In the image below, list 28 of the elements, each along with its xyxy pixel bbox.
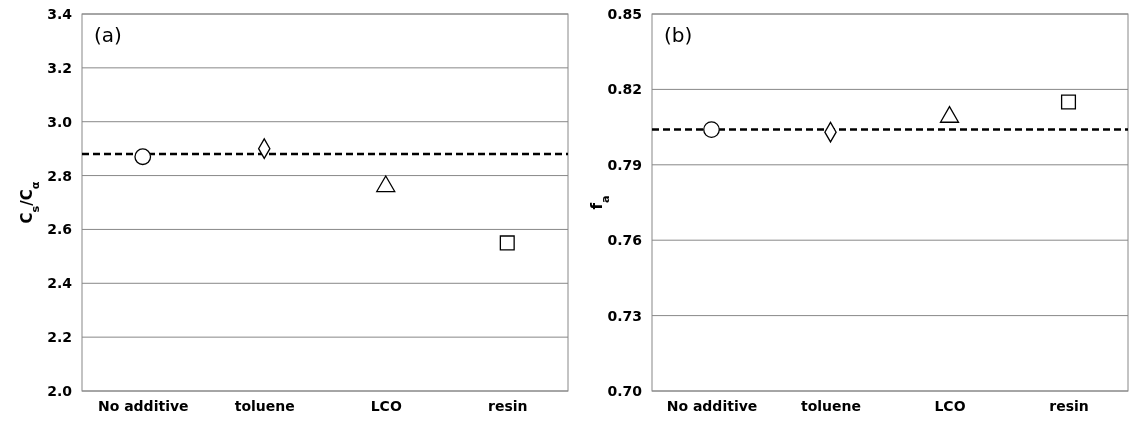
y-tick-label: 2.8: [47, 167, 72, 184]
point: [499, 235, 515, 251]
x-tick-label: toluene: [234, 397, 295, 414]
y-tick-label: 0.85: [607, 5, 642, 22]
y-tick-label: 0.82: [607, 81, 642, 98]
y-tick-label: 3.0: [47, 113, 73, 130]
y-tick-label: 0.70: [607, 382, 643, 399]
y-tick-label: 2.4: [47, 275, 73, 292]
point: [134, 148, 152, 166]
text: (b): [664, 23, 693, 47]
x-tick-label: toluene: [800, 397, 862, 414]
y-tick-label: 0.73: [607, 307, 642, 324]
text: (a): [94, 23, 122, 47]
y-tick-label: 0.76: [607, 232, 642, 249]
y-tick-label: 2.6: [47, 221, 72, 238]
x-tick-label: LCO: [370, 397, 402, 414]
y-tick-label: 0.79: [607, 156, 642, 173]
x-tick-label: resin: [488, 397, 528, 414]
point: [703, 121, 720, 139]
y-tick-label: 3.2: [47, 59, 72, 76]
x-tick-label: No additive: [97, 397, 189, 414]
y-tick-label: 3.4: [47, 5, 73, 22]
point: [1060, 94, 1077, 110]
x-tick-label: LCO: [934, 397, 966, 414]
y-tick-label: 2.0: [47, 382, 73, 399]
x-tick-label: No additive: [666, 397, 758, 414]
y-tick-label: 2.2: [47, 329, 72, 346]
x-tick-label: resin: [1049, 397, 1089, 414]
